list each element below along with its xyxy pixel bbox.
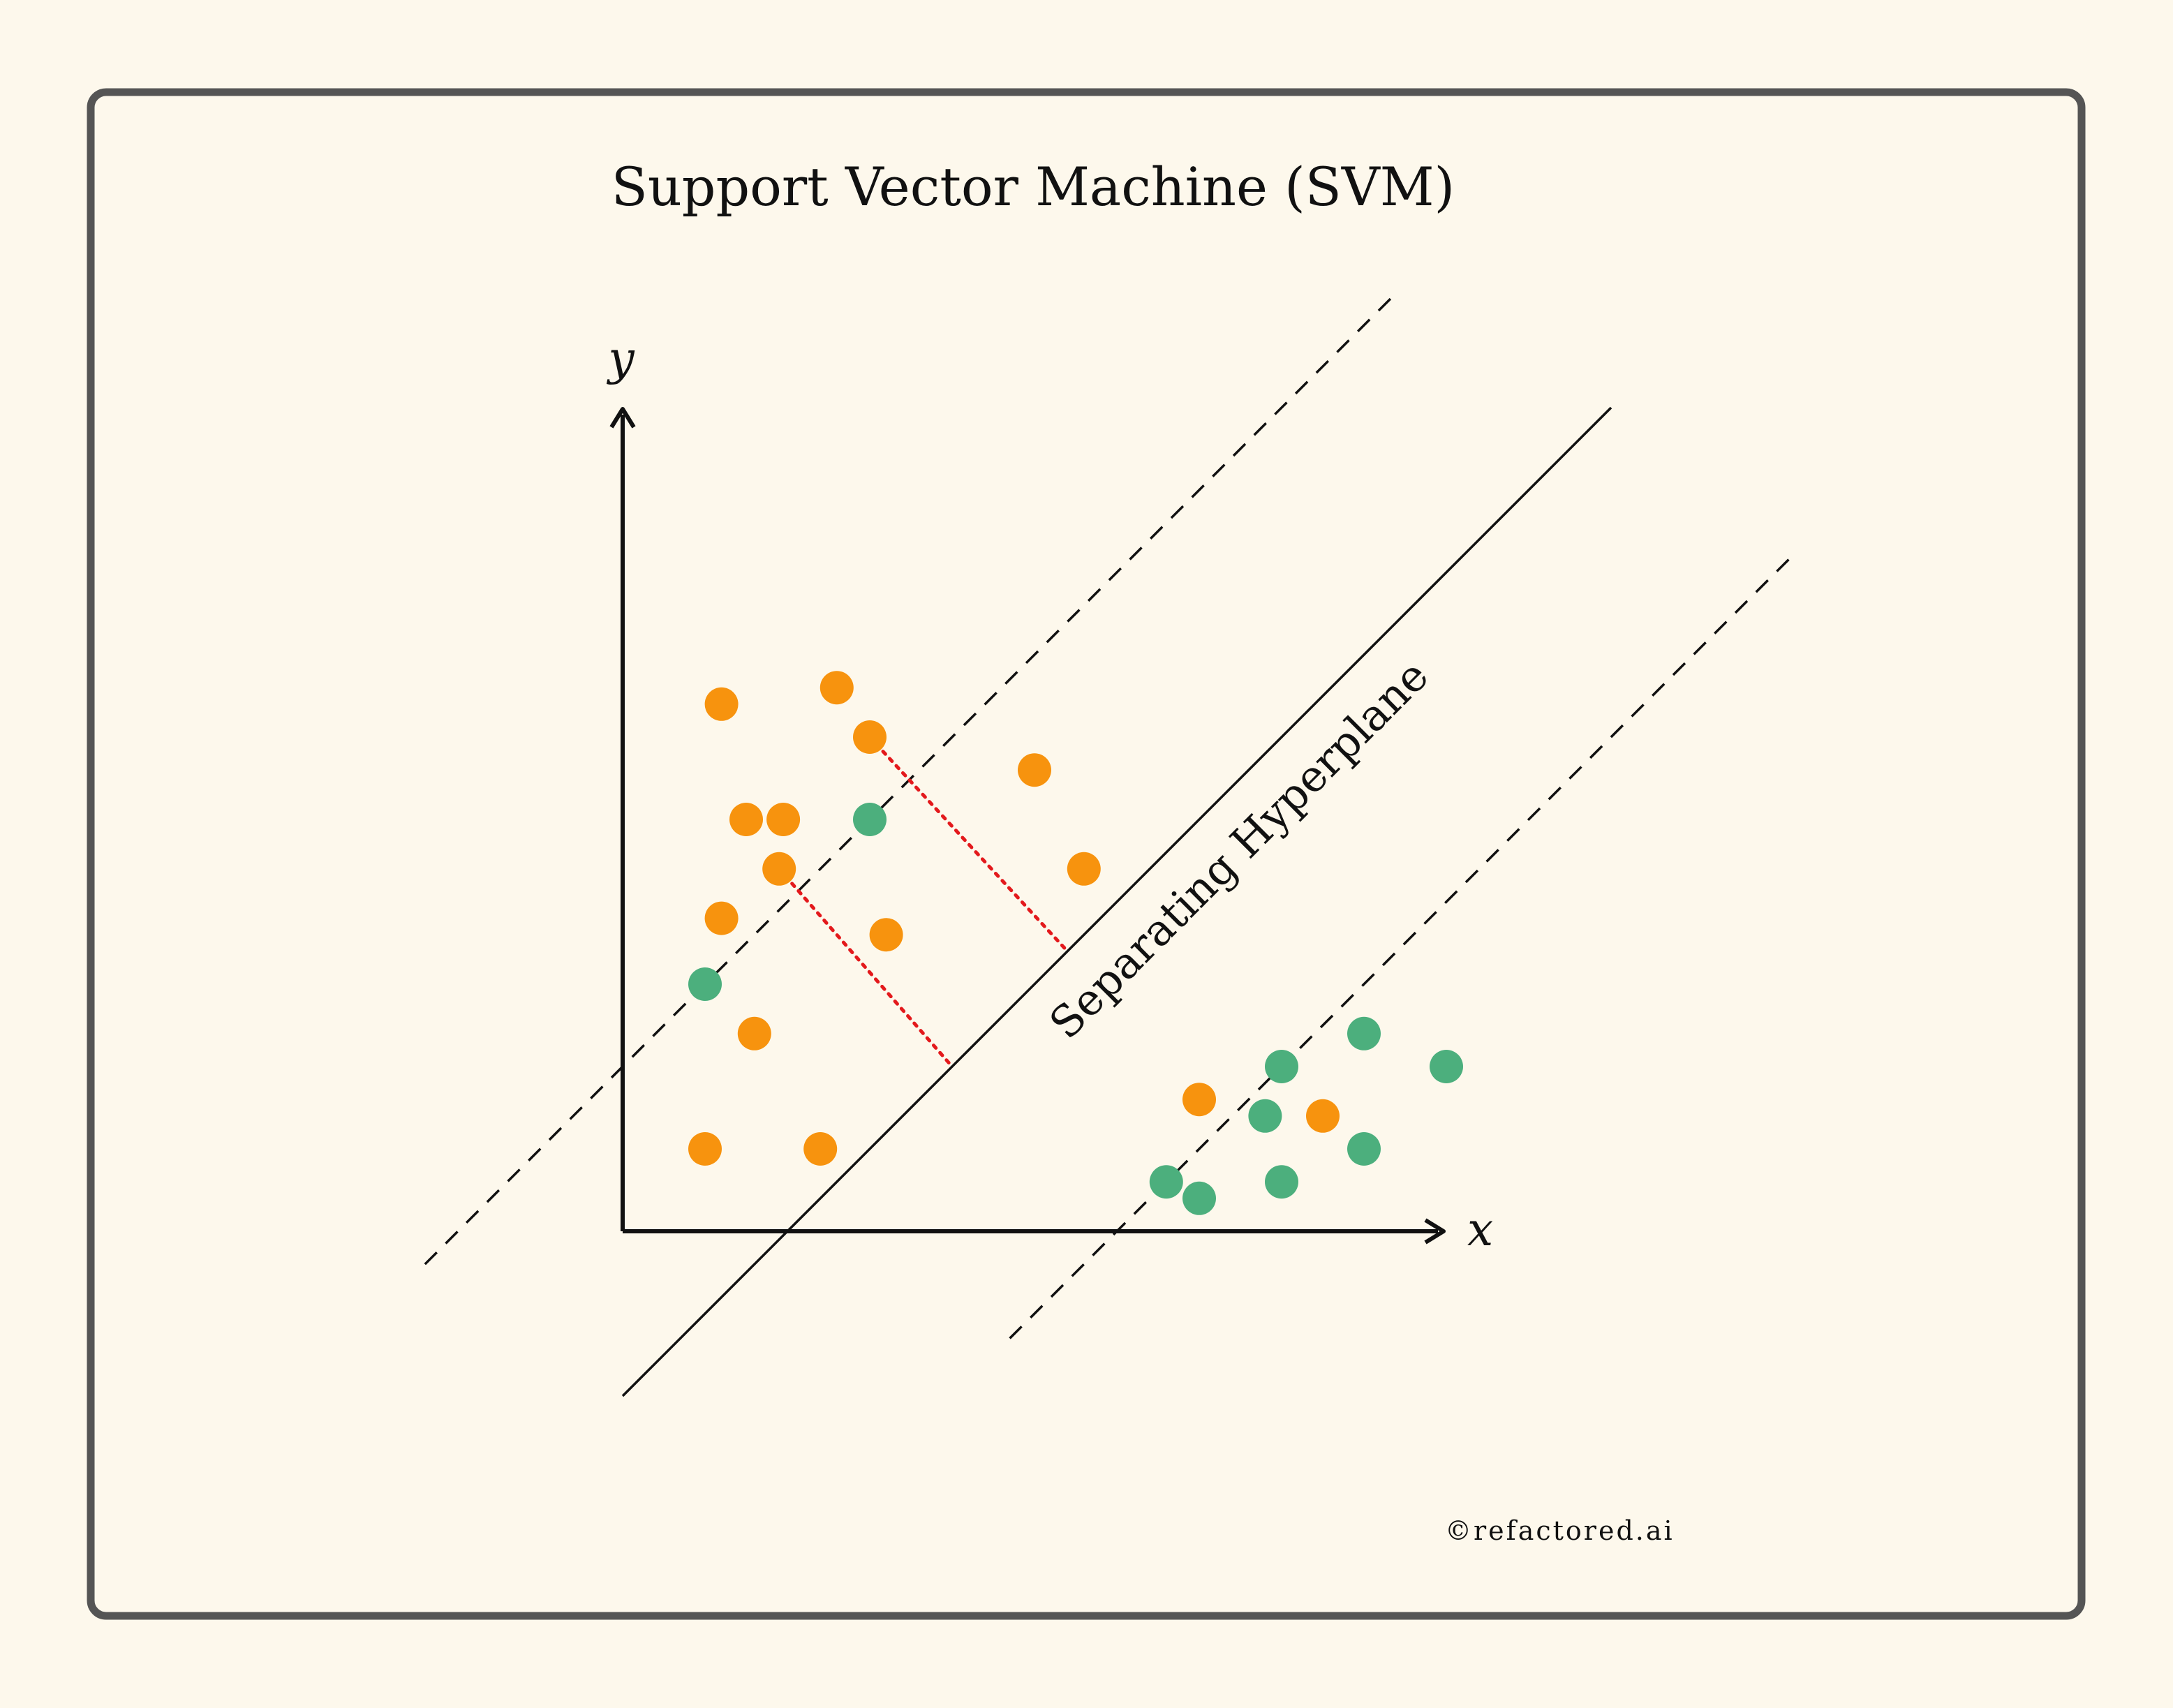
orange-point-11 — [737, 1016, 771, 1050]
orange-point-14 — [1182, 1083, 1216, 1117]
orange-point-8 — [1067, 852, 1101, 886]
orange-point-3 — [853, 720, 887, 754]
axes: x y — [606, 332, 1493, 1256]
support-connector-1 — [868, 735, 1069, 953]
data-points — [688, 671, 1463, 1215]
orange-point-6 — [766, 803, 801, 836]
x-axis-label: x — [1467, 1203, 1493, 1256]
green-point-2 — [688, 967, 722, 1001]
support-connector-2 — [777, 867, 954, 1069]
green-point-10 — [1265, 1165, 1298, 1199]
copyright-notice: ©refactored.ai — [1445, 1515, 1675, 1546]
green-point-5 — [1265, 1050, 1298, 1083]
green-point-7 — [1347, 1132, 1381, 1166]
green-point-9 — [1182, 1181, 1216, 1215]
orange-point-9 — [704, 901, 739, 935]
y-axis-label: y — [606, 332, 635, 385]
lower-margin-line — [1009, 555, 1793, 1339]
orange-point-15 — [1306, 1099, 1340, 1133]
upper-margin-line — [424, 291, 1398, 1265]
orange-point-12 — [688, 1132, 722, 1166]
support-connectors — [777, 735, 1069, 1069]
orange-point-13 — [803, 1132, 838, 1166]
green-point-8 — [1149, 1165, 1183, 1199]
orange-point-4 — [1018, 753, 1051, 787]
diagram-frame — [87, 88, 2086, 1620]
diagram-title: Support Vector Machine (SVM) — [611, 156, 1455, 218]
green-point-1 — [853, 803, 887, 836]
orange-point-7 — [762, 852, 796, 886]
orange-point-5 — [729, 803, 763, 836]
orange-point-10 — [869, 918, 903, 952]
green-point-6 — [1248, 1099, 1282, 1133]
y-axis-arrowhead — [609, 407, 636, 429]
x-axis-arrowhead — [1424, 1218, 1446, 1245]
green-point-3 — [1347, 1016, 1381, 1050]
green-point-4 — [1430, 1050, 1463, 1083]
orange-point-2 — [819, 671, 854, 705]
margin-lines — [424, 291, 1793, 1339]
orange-point-1 — [704, 687, 739, 721]
